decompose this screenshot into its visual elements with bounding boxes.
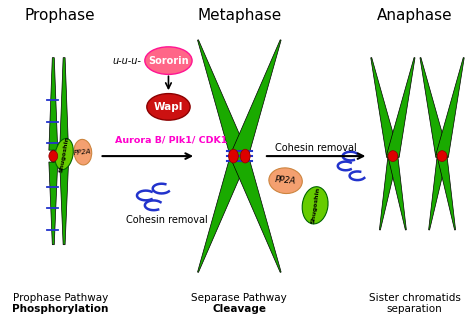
Text: Prophase: Prophase [25, 8, 95, 23]
Polygon shape [49, 162, 58, 245]
Text: Sororin: Sororin [148, 56, 189, 66]
Ellipse shape [228, 149, 238, 163]
Polygon shape [198, 153, 248, 272]
Text: Metaphase: Metaphase [197, 8, 282, 23]
Text: separation: separation [387, 304, 442, 314]
Text: Cohesin removal: Cohesin removal [126, 215, 207, 225]
Text: PP2A: PP2A [74, 148, 92, 156]
Ellipse shape [74, 139, 91, 165]
Ellipse shape [437, 151, 447, 161]
Text: Separase Pathway: Separase Pathway [191, 293, 287, 303]
Ellipse shape [55, 139, 73, 170]
Text: Cohesin removal: Cohesin removal [275, 143, 357, 153]
Text: u-u-u-: u-u-u- [112, 56, 141, 66]
Polygon shape [231, 40, 281, 159]
Ellipse shape [145, 47, 192, 75]
Polygon shape [60, 58, 69, 150]
Polygon shape [420, 58, 448, 157]
Ellipse shape [269, 168, 302, 193]
Text: Shugoshin: Shugoshin [310, 187, 320, 224]
Ellipse shape [240, 149, 250, 163]
Text: Aurora B/ Plk1/ CDK1: Aurora B/ Plk1/ CDK1 [115, 135, 228, 144]
Polygon shape [387, 58, 415, 157]
Polygon shape [379, 155, 398, 230]
Polygon shape [49, 58, 58, 150]
Text: Cleavage: Cleavage [212, 304, 266, 314]
Text: PP2A: PP2A [274, 175, 297, 186]
Polygon shape [371, 58, 399, 157]
Polygon shape [437, 155, 456, 230]
Polygon shape [231, 153, 281, 272]
Polygon shape [60, 162, 69, 245]
Text: Wapl: Wapl [154, 102, 183, 112]
Ellipse shape [50, 150, 57, 162]
Text: Phosphorylation: Phosphorylation [12, 304, 109, 314]
Polygon shape [198, 40, 248, 159]
Text: Shugoshin: Shugoshin [58, 135, 70, 173]
Text: Sister chromatids: Sister chromatids [369, 293, 460, 303]
Polygon shape [428, 155, 447, 230]
Ellipse shape [388, 151, 398, 161]
Ellipse shape [147, 94, 190, 120]
Polygon shape [436, 58, 464, 157]
Ellipse shape [49, 151, 58, 161]
Polygon shape [388, 155, 406, 230]
Text: Prophase Pathway: Prophase Pathway [12, 293, 108, 303]
Ellipse shape [302, 187, 328, 224]
Ellipse shape [61, 150, 68, 162]
Text: Anaphase: Anaphase [377, 8, 452, 23]
